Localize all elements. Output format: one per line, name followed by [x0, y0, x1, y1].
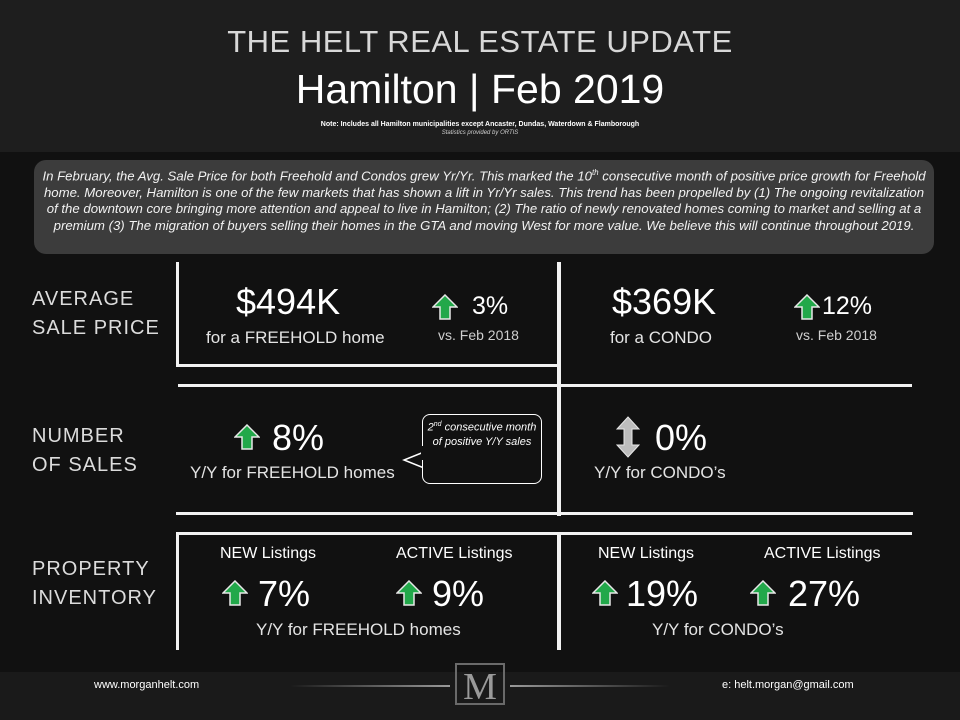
freehold-avg-price-label: for a FREEHOLD home	[206, 328, 385, 347]
callout-joint	[421, 446, 425, 460]
up-down-arrow-icon	[616, 416, 640, 458]
callout-bubble: 2nd consecutive month of positive Y/Y sa…	[422, 414, 542, 484]
footer	[0, 672, 960, 720]
summary-box: In February, the Avg. Sale Price for bot…	[34, 160, 934, 254]
up-arrow-icon	[794, 294, 820, 320]
condo-sales-change: 0%	[655, 417, 708, 458]
condo-price-change: 12%	[822, 292, 873, 320]
row-label-number-of-sales: NUMBER OF SALES	[32, 422, 138, 480]
condo-new-listings-change: 19%	[626, 573, 699, 614]
mh-logo: M	[455, 663, 505, 708]
up-arrow-icon	[592, 580, 618, 606]
up-arrow-icon	[432, 294, 458, 320]
header	[0, 0, 960, 152]
condo-inventory-label: Y/Y for CONDO’s	[652, 620, 784, 639]
freehold-avg-price: $494K	[236, 281, 341, 322]
freehold-inventory-label: Y/Y for FREEHOLD homes	[256, 620, 461, 639]
condo-avg-price: $369K	[612, 281, 717, 322]
row-label-property-inventory: PROPERTY INVENTORY	[32, 555, 157, 613]
freehold-sales-label: Y/Y for FREEHOLD homes	[190, 463, 395, 482]
summary-text-part2: consecutive month of positive price grow…	[43, 168, 926, 233]
condo-sales-label: Y/Y for CONDO’s	[594, 463, 726, 482]
freehold-active-listings-label: ACTIVE Listings	[396, 545, 513, 562]
report-note: Note: Includes all Hamilton municipaliti…	[320, 121, 640, 128]
callout-text: consecutive month of positive Y/Y sales	[432, 421, 537, 448]
divider-line	[176, 532, 179, 650]
callout-text-pre: 2	[427, 421, 434, 434]
freehold-price-compare: vs. Feb 2018	[438, 327, 519, 343]
website-link[interactable]: www.morganhelt.com	[94, 679, 200, 691]
divider-line	[176, 512, 913, 515]
row-label-line: PROPERTY	[32, 558, 150, 580]
condo-active-listings-change: 27%	[788, 573, 861, 614]
summary-sup: th	[591, 168, 599, 177]
row-label-line: AVERAGE	[32, 288, 135, 310]
callout-sup: nd	[433, 421, 442, 428]
email-link[interactable]: e: helt.morgan@gmail.com	[722, 679, 854, 691]
logo-letter: M	[463, 666, 497, 708]
divider-line	[178, 384, 912, 387]
report-title: THE HELT REAL ESTATE UPDATE	[227, 24, 733, 59]
row-label-line: OF SALES	[32, 454, 138, 476]
row-label-line: SALE PRICE	[32, 317, 160, 339]
condo-new-listings-label: NEW Listings	[598, 545, 695, 562]
freehold-active-listings-change: 9%	[432, 573, 485, 614]
up-arrow-icon	[222, 580, 248, 606]
up-arrow-icon	[750, 580, 776, 606]
summary-text-part1: In February, the Avg. Sale Price for bot…	[42, 168, 592, 184]
freehold-new-listings-change: 7%	[258, 573, 311, 614]
row-label-line: NUMBER	[32, 425, 125, 447]
footer-divider	[510, 685, 670, 687]
row-label-line: INVENTORY	[32, 587, 157, 609]
freehold-sales-change: 8%	[272, 417, 325, 458]
condo-active-listings-label: ACTIVE Listings	[764, 545, 881, 562]
divider-line	[176, 262, 179, 366]
freehold-price-change: 3%	[472, 292, 509, 320]
divider-line	[557, 262, 561, 516]
freehold-new-listings-label: NEW Listings	[220, 545, 317, 562]
up-arrow-icon	[234, 424, 260, 450]
row-label-average-sale-price: AVERAGE SALE PRICE	[32, 285, 160, 343]
divider-line	[176, 364, 557, 367]
footer-divider	[290, 685, 450, 687]
up-arrow-icon	[396, 580, 422, 606]
stats-source: Statistics provided by ORTIS	[441, 130, 519, 136]
condo-avg-price-label: for a CONDO	[610, 328, 713, 347]
divider-line	[176, 532, 912, 535]
divider-line	[557, 532, 561, 650]
report-subtitle: Hamilton | Feb 2019	[295, 66, 665, 112]
condo-price-compare: vs. Feb 2018	[796, 327, 877, 343]
